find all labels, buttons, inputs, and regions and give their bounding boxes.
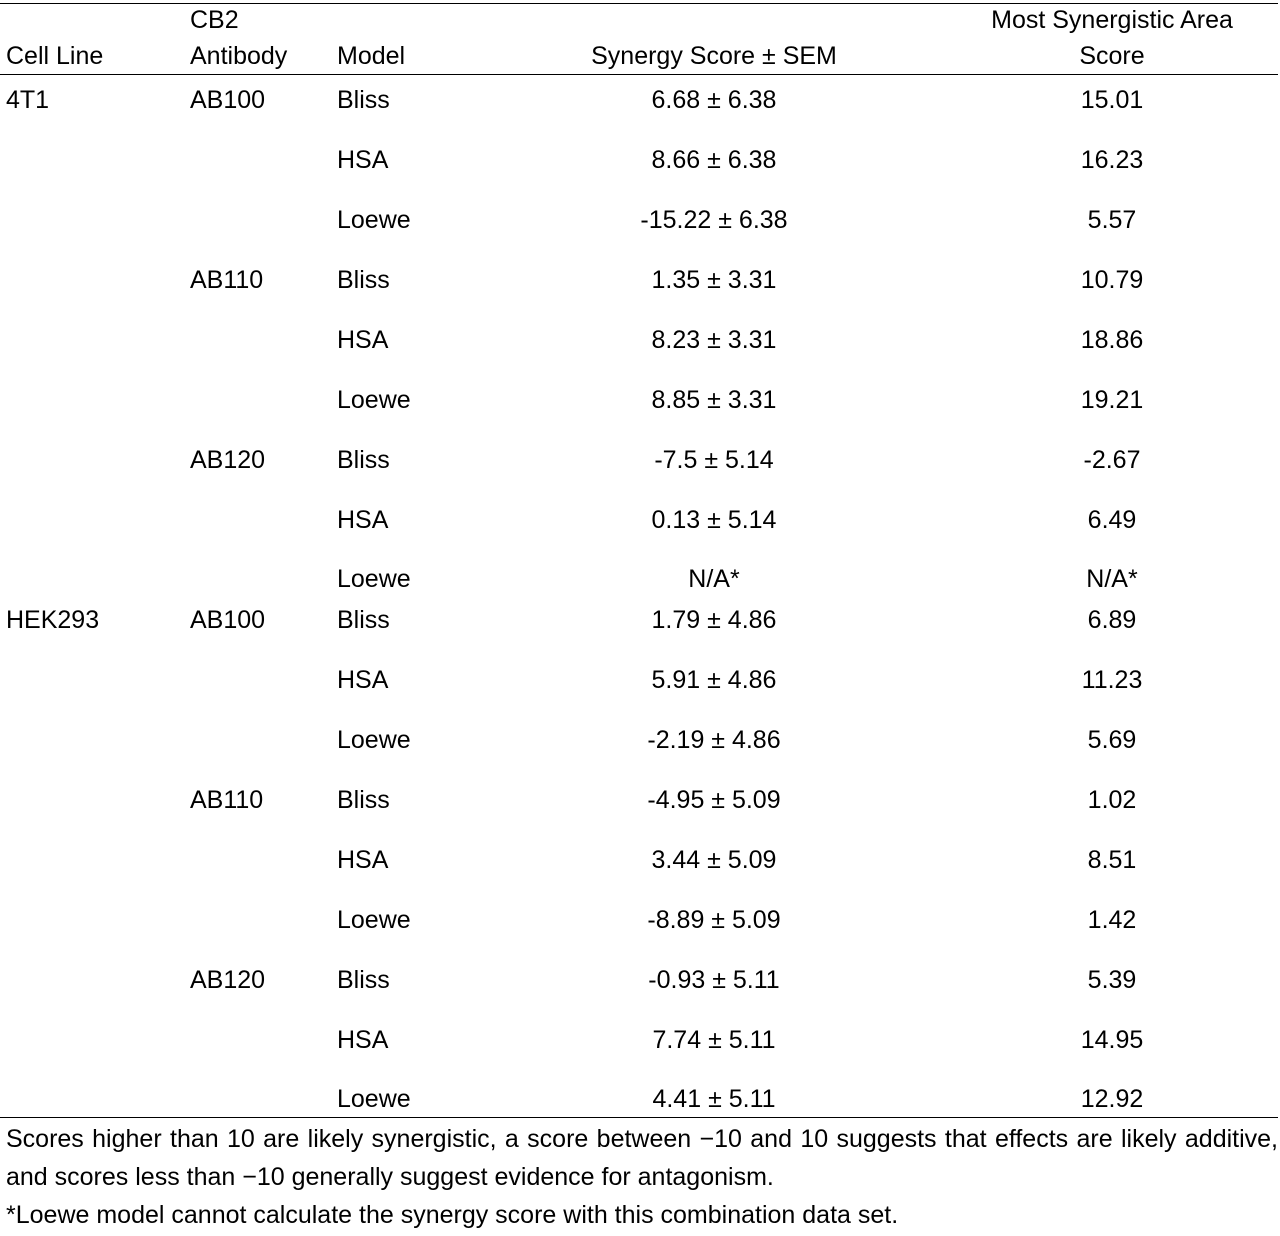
table-footnote: Scores higher than 10 are likely synergi…	[6, 1120, 1278, 1234]
row-area-score: 18.86	[1080, 326, 1144, 354]
row-model: HSA	[337, 1026, 389, 1054]
row-area-score: 1.42	[1087, 906, 1137, 934]
table-row: Loewe -2.19 ± 4.86 5.69	[0, 720, 1280, 760]
row-synergy-score: 0.13 ± 5.14	[651, 506, 777, 534]
table-row: HSA 7.74 ± 5.11 14.95	[0, 1020, 1280, 1060]
table-row: AB120 Bliss -0.93 ± 5.11 5.39	[0, 960, 1280, 1000]
row-synergy-score: 1.35 ± 3.31	[651, 266, 777, 294]
row-area-score: 5.57	[1087, 206, 1137, 234]
row-synergy-score: -15.22 ± 6.38	[640, 206, 788, 234]
row-area-score: 10.79	[1080, 266, 1144, 294]
row-synergy-score: -4.95 ± 5.09	[647, 786, 781, 814]
row-synergy-score: 1.79 ± 4.86	[651, 606, 777, 634]
row-model: Bliss	[337, 606, 390, 634]
row-antibody: AB100	[190, 606, 266, 634]
row-model: HSA	[337, 326, 389, 354]
row-model: Loewe	[337, 906, 411, 934]
row-model: Bliss	[337, 266, 390, 294]
row-synergy-score: N/A*	[688, 565, 740, 593]
row-model: Loewe	[337, 565, 411, 593]
row-model: Bliss	[337, 966, 390, 994]
table-row: AB120 Bliss -7.5 ± 5.14 -2.67	[0, 440, 1280, 480]
row-model: Loewe	[337, 1085, 411, 1113]
row-synergy-score: 8.85 ± 3.31	[651, 386, 777, 414]
header-model: Model	[337, 42, 406, 70]
row-antibody: AB100	[190, 86, 266, 114]
row-model: HSA	[337, 846, 389, 874]
row-synergy-score: 7.74 ± 5.11	[652, 1026, 776, 1054]
row-synergy-score: -7.5 ± 5.14	[654, 446, 774, 474]
row-synergy-score: -0.93 ± 5.11	[648, 966, 780, 994]
row-model: Bliss	[337, 86, 390, 114]
row-antibody: AB110	[190, 786, 264, 814]
row-area-score: 12.92	[1080, 1085, 1144, 1113]
row-synergy-score: 5.91 ± 4.86	[651, 666, 777, 694]
table-row: HSA 8.66 ± 6.38 16.23	[0, 140, 1280, 180]
row-synergy-score: 6.68 ± 6.38	[651, 86, 777, 114]
row-area-score: 14.95	[1080, 1026, 1144, 1054]
table-row: AB110 Bliss -4.95 ± 5.09 1.02	[0, 780, 1280, 820]
table-row: Loewe -8.89 ± 5.09 1.42	[0, 900, 1280, 940]
table-row: Loewe -15.22 ± 6.38 5.57	[0, 200, 1280, 240]
table-row: Loewe 8.85 ± 3.31 19.21	[0, 380, 1280, 420]
footnote-scoring-guide: Scores higher than 10 are likely synergi…	[6, 1125, 1278, 1191]
row-model: HSA	[337, 506, 389, 534]
row-model: Loewe	[337, 386, 411, 414]
row-model: Bliss	[337, 446, 390, 474]
row-model: Bliss	[337, 786, 390, 814]
table-row: HSA 3.44 ± 5.09 8.51	[0, 840, 1280, 880]
row-area-score: 15.01	[1080, 86, 1144, 114]
row-area-score: -2.67	[1083, 446, 1141, 474]
row-area-score: 6.89	[1087, 606, 1137, 634]
header-synergy-score: Synergy Score ± SEM	[591, 42, 837, 70]
header-area-line2: Score	[1079, 42, 1145, 70]
header-antibody-line1: CB2	[190, 6, 239, 34]
header-antibody-line2: Antibody	[190, 42, 288, 70]
row-area-score: 1.02	[1087, 786, 1137, 814]
table-row: 4T1 AB100 Bliss 6.68 ± 6.38 15.01	[0, 80, 1280, 120]
table-row: HSA 0.13 ± 5.14 6.49	[0, 500, 1280, 540]
row-synergy-score: 3.44 ± 5.09	[651, 846, 777, 874]
row-area-score: 6.49	[1087, 506, 1137, 534]
table-top-rule	[0, 3, 1278, 4]
row-synergy-score: -2.19 ± 4.86	[647, 726, 781, 754]
table-header-rule	[0, 74, 1278, 75]
row-cell-line: HEK293	[6, 606, 100, 634]
header-cell-line: Cell Line	[6, 42, 104, 70]
table-row: Loewe 4.41 ± 5.11 12.92	[0, 1079, 1280, 1119]
row-model: HSA	[337, 666, 389, 694]
header-most-synergistic-area: Most Synergistic Area Score	[991, 2, 1233, 74]
row-synergy-score: 4.41 ± 5.11	[652, 1085, 776, 1113]
row-synergy-score: 8.23 ± 3.31	[651, 326, 777, 354]
row-synergy-score: -8.89 ± 5.09	[647, 906, 781, 934]
header-area-line1: Most Synergistic Area	[991, 6, 1233, 34]
table-row: HSA 8.23 ± 3.31 18.86	[0, 320, 1280, 360]
row-area-score: 11.23	[1081, 666, 1143, 694]
table-row: HSA 5.91 ± 4.86 11.23	[0, 660, 1280, 700]
row-model: HSA	[337, 146, 389, 174]
row-synergy-score: 8.66 ± 6.38	[651, 146, 777, 174]
row-antibody: AB120	[190, 966, 266, 994]
row-area-score: 16.23	[1080, 146, 1144, 174]
row-cell-line: 4T1	[6, 86, 50, 114]
row-area-score: 19.21	[1080, 386, 1144, 414]
row-area-score: 5.39	[1087, 966, 1137, 994]
row-area-score: N/A*	[1086, 565, 1138, 593]
row-antibody: AB110	[190, 266, 264, 294]
table-row: Loewe N/A* N/A*	[0, 559, 1280, 599]
row-area-score: 5.69	[1087, 726, 1137, 754]
header-cb2-antibody: CB2 Antibody	[190, 2, 287, 74]
table-row: AB110 Bliss 1.35 ± 3.31 10.79	[0, 260, 1280, 300]
row-model: Loewe	[337, 726, 411, 754]
row-model: Loewe	[337, 206, 411, 234]
row-area-score: 8.51	[1087, 846, 1137, 874]
footnote-loewe-note: *Loewe model cannot calculate the synerg…	[6, 1201, 899, 1229]
table-row: HEK293 AB100 Bliss 1.79 ± 4.86 6.89	[0, 600, 1280, 640]
row-antibody: AB120	[190, 446, 266, 474]
table-bottom-rule	[0, 1117, 1278, 1118]
